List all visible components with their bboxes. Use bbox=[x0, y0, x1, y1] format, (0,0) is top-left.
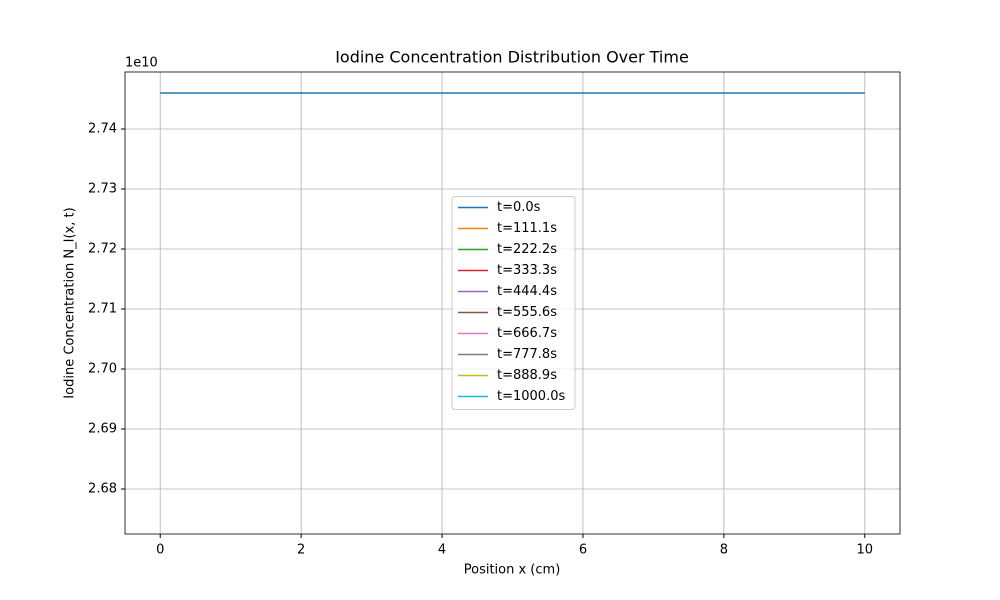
x-tick-label: 2 bbox=[297, 543, 305, 558]
chart-title: Iodine Concentration Distribution Over T… bbox=[335, 48, 689, 67]
legend-label: t=111.1s bbox=[497, 221, 557, 236]
x-tick-label: 8 bbox=[720, 543, 728, 558]
legend-label: t=888.9s bbox=[497, 368, 557, 383]
legend-label: t=777.8s bbox=[497, 347, 557, 362]
y-tick-label: 2.69 bbox=[88, 422, 117, 437]
x-tick-label: 0 bbox=[156, 543, 164, 558]
y-tick-label: 2.71 bbox=[88, 302, 117, 317]
legend-label: t=666.7s bbox=[497, 326, 557, 341]
legend-label: t=444.4s bbox=[497, 284, 557, 299]
y-axis-label: Iodine Concentration N_I(x, t) bbox=[63, 207, 78, 398]
x-tick-label: 6 bbox=[579, 543, 587, 558]
legend-label: t=222.2s bbox=[497, 242, 557, 257]
y-tick-label: 2.68 bbox=[88, 482, 117, 497]
y-tick-label: 2.73 bbox=[88, 182, 117, 197]
y-tick-label: 2.72 bbox=[88, 242, 117, 257]
plot-frame bbox=[124, 71, 901, 535]
legend-label: t=0.0s bbox=[497, 200, 541, 215]
legend-label: t=555.6s bbox=[497, 305, 557, 320]
y-tick-label: 2.74 bbox=[88, 122, 117, 137]
legend-label: t=1000.0s bbox=[497, 389, 565, 404]
legend-label: t=333.3s bbox=[497, 263, 557, 278]
x-axis-label: Position x (cm) bbox=[464, 563, 561, 578]
x-tick-label: 4 bbox=[438, 543, 446, 558]
y-offset-label: 1e10 bbox=[125, 56, 158, 71]
y-tick-label: 2.70 bbox=[88, 362, 117, 377]
x-tick-label: 10 bbox=[856, 543, 873, 558]
